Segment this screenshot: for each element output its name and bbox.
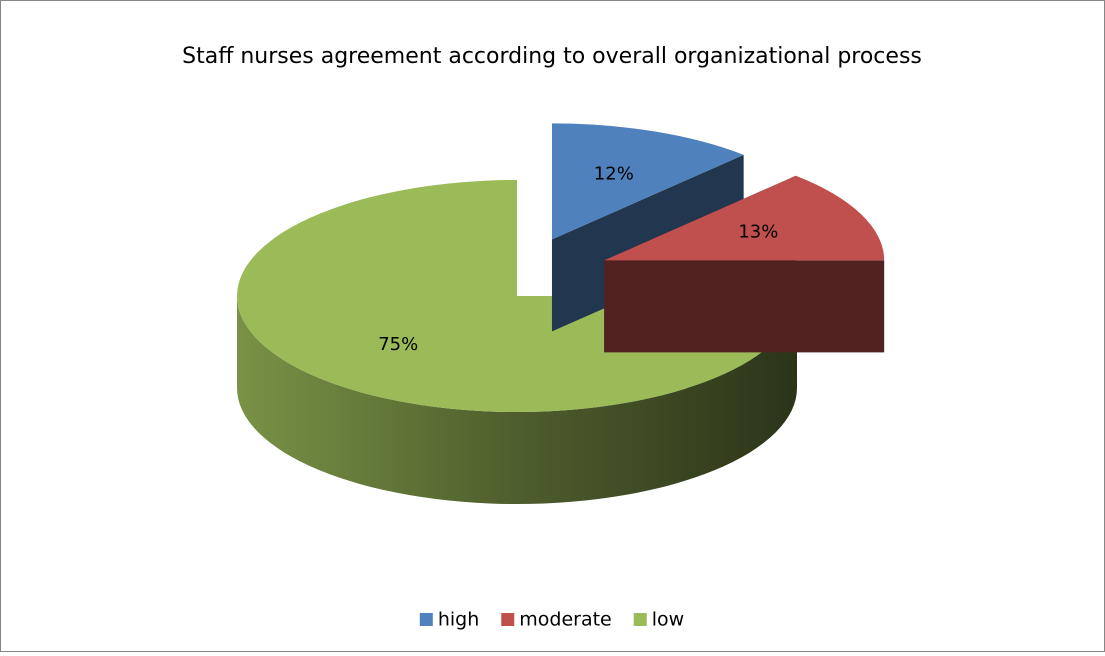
slice-top xyxy=(604,175,885,261)
slice-top xyxy=(237,180,797,412)
legend: high moderate low xyxy=(419,609,684,631)
legend-swatch xyxy=(633,613,647,626)
data-label: 75% xyxy=(378,334,418,355)
legend-swatch xyxy=(501,613,515,626)
pie: 75% 12% 13% xyxy=(237,123,885,504)
slice xyxy=(604,175,885,353)
chart-title: Staff nurses agreement according to over… xyxy=(182,44,922,69)
legend-swatch xyxy=(419,613,433,626)
legend-label: high xyxy=(438,609,479,631)
slice-side xyxy=(237,296,797,504)
slice-wall xyxy=(604,260,885,353)
legend-label: low xyxy=(652,609,684,631)
legend-label: moderate xyxy=(519,609,611,631)
data-label: 13% xyxy=(738,222,778,243)
data-label: 12% xyxy=(594,164,634,185)
slice-top xyxy=(551,123,744,240)
